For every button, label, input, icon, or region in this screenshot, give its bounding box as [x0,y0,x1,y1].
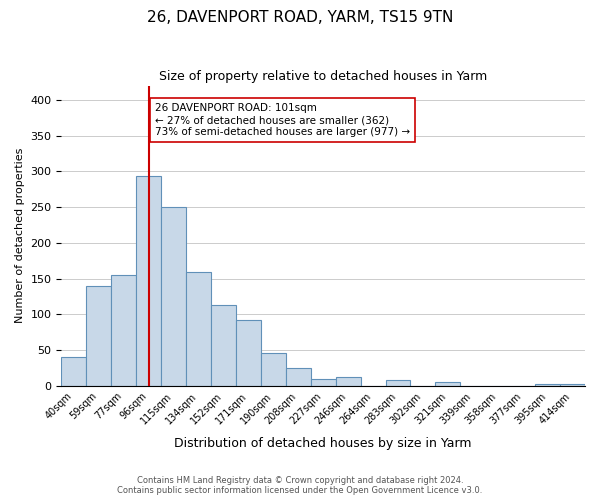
Title: Size of property relative to detached houses in Yarm: Size of property relative to detached ho… [159,70,487,83]
Bar [286,368,311,386]
Bar [186,272,211,386]
Bar [386,380,410,386]
X-axis label: Distribution of detached houses by size in Yarm: Distribution of detached houses by size … [175,437,472,450]
Bar [236,320,261,386]
Bar [335,376,361,386]
Bar [136,176,161,386]
Bar [436,382,460,386]
Bar [311,379,335,386]
Bar [560,384,585,386]
Y-axis label: Number of detached properties: Number of detached properties [15,148,25,324]
Bar [261,353,286,386]
Bar [86,286,111,386]
Bar [535,384,560,386]
Bar [61,358,86,386]
Text: Contains HM Land Registry data © Crown copyright and database right 2024.
Contai: Contains HM Land Registry data © Crown c… [118,476,482,495]
Bar [161,207,186,386]
Bar [111,275,136,386]
Text: 26, DAVENPORT ROAD, YARM, TS15 9TN: 26, DAVENPORT ROAD, YARM, TS15 9TN [147,10,453,25]
Bar [211,305,236,386]
Text: 26 DAVENPORT ROAD: 101sqm
← 27% of detached houses are smaller (362)
73% of semi: 26 DAVENPORT ROAD: 101sqm ← 27% of detac… [155,104,410,136]
